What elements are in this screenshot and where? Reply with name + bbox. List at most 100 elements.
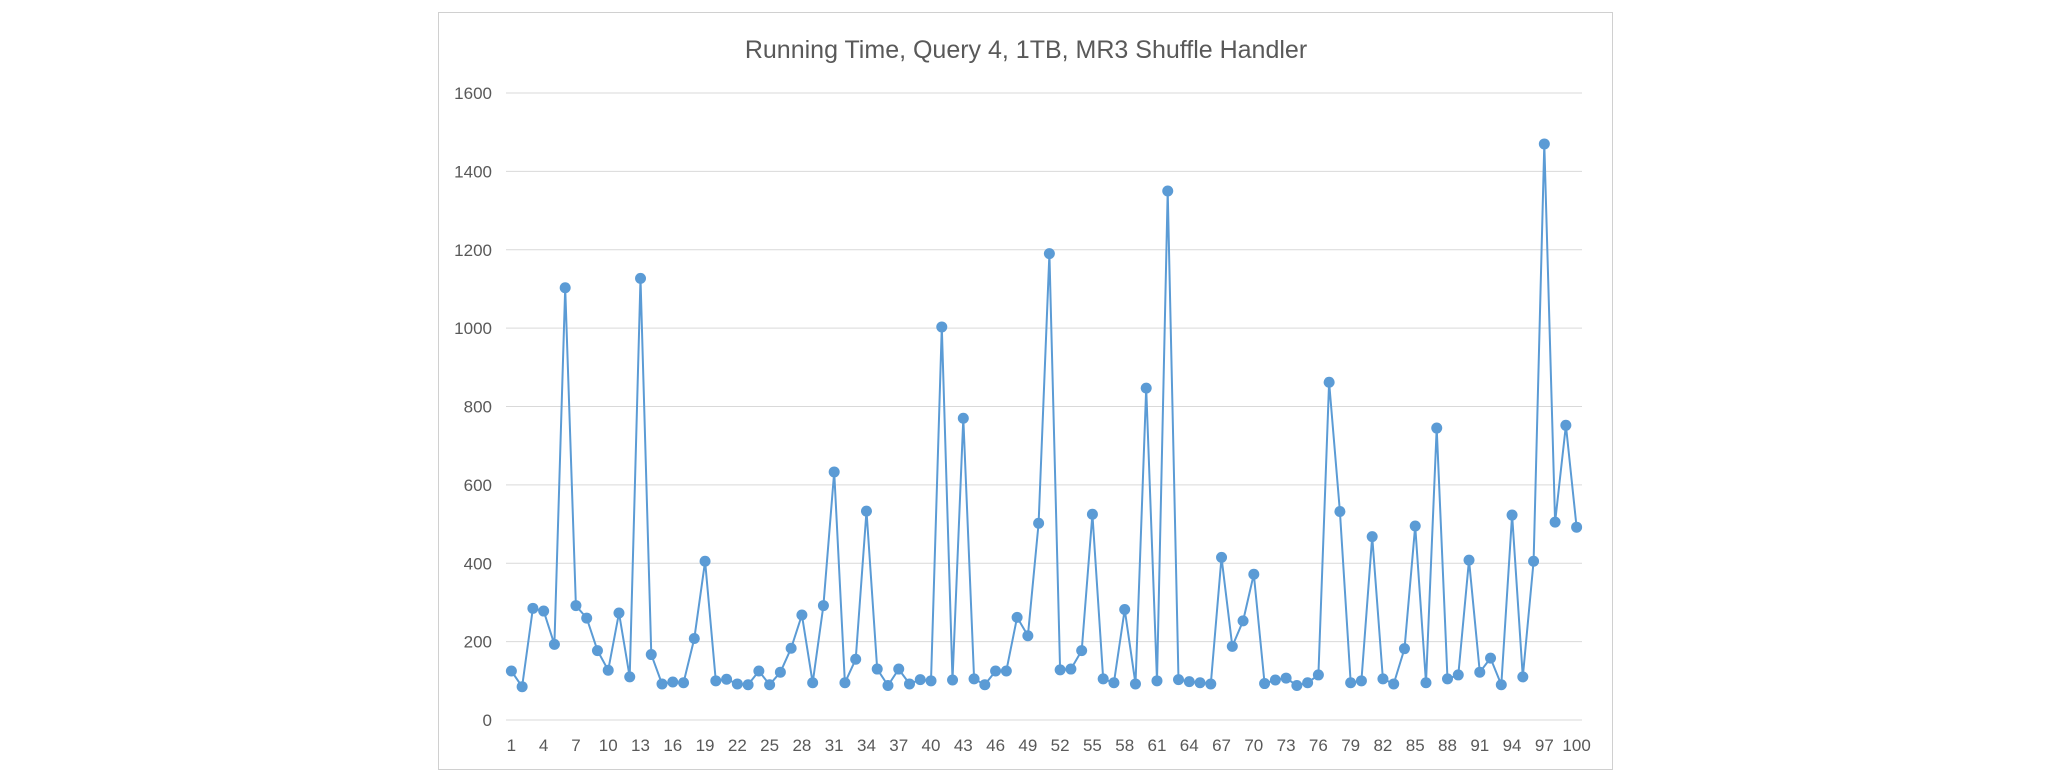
- data-point: [925, 675, 937, 687]
- data-point: [990, 665, 1002, 677]
- y-tick-label: 1400: [454, 162, 492, 181]
- data-point: [1119, 603, 1131, 615]
- x-tick-label: 13: [631, 736, 650, 755]
- data-point: [645, 649, 657, 661]
- data-point: [1549, 516, 1561, 528]
- data-point: [721, 673, 733, 685]
- x-tick-label: 31: [825, 736, 844, 755]
- data-point: [667, 676, 679, 688]
- data-point: [1022, 630, 1034, 642]
- x-tick-label: 19: [696, 736, 715, 755]
- x-tick-label: 37: [889, 736, 908, 755]
- data-point: [1571, 521, 1583, 533]
- y-tick-label: 800: [464, 398, 492, 417]
- x-tick-label: 88: [1438, 736, 1457, 755]
- data-point: [1151, 675, 1163, 687]
- data-point: [613, 607, 625, 619]
- data-point: [860, 505, 872, 517]
- x-tick-label: 40: [922, 736, 941, 755]
- data-point: [893, 663, 905, 675]
- x-tick-label: 25: [760, 736, 779, 755]
- y-tick-label: 400: [464, 554, 492, 573]
- data-point: [1259, 678, 1271, 690]
- x-tick-label: 79: [1341, 736, 1360, 755]
- data-point: [1420, 677, 1432, 689]
- data-point: [1269, 674, 1281, 686]
- data-point: [1065, 663, 1077, 675]
- data-point: [559, 282, 571, 294]
- gridlines: [506, 92, 1582, 721]
- data-point: [1043, 248, 1055, 260]
- data-point: [1216, 551, 1228, 563]
- data-point: [1442, 673, 1453, 685]
- data-point: [1377, 673, 1389, 685]
- data-point: [1355, 675, 1367, 687]
- data-point: [1086, 508, 1098, 520]
- data-point: [1183, 676, 1195, 688]
- data-point: [591, 645, 603, 657]
- data-point: [947, 674, 959, 686]
- x-tick-label: 16: [663, 736, 682, 755]
- data-point: [1129, 678, 1141, 690]
- x-tick-label: 28: [792, 736, 811, 755]
- data-point: [1226, 640, 1238, 652]
- data-point: [742, 679, 754, 691]
- y-tick-label: 0: [483, 711, 492, 730]
- data-point: [979, 679, 991, 691]
- x-tick-label: 7: [571, 736, 580, 755]
- data-point: [1474, 666, 1486, 678]
- x-tick-label: 61: [1148, 736, 1167, 755]
- data-point: [764, 679, 776, 691]
- data-point: [1312, 669, 1324, 681]
- data-point: [602, 664, 614, 676]
- chart-title: Running Time, Query 4, 1TB, MR3 Shuffle …: [745, 36, 1307, 64]
- data-point: [1495, 679, 1507, 691]
- x-tick-label: 1: [507, 736, 516, 755]
- x-tick-label: 94: [1503, 736, 1522, 755]
- data-point: [904, 678, 915, 690]
- data-point: [785, 642, 797, 654]
- data-point: [817, 600, 829, 612]
- data-point: [1409, 520, 1421, 532]
- data-point: [807, 677, 819, 689]
- series-group: [505, 138, 1583, 693]
- data-point: [753, 665, 765, 677]
- data-point: [635, 272, 646, 284]
- data-point: [624, 671, 636, 683]
- x-tick-label: 64: [1180, 736, 1199, 755]
- data-point: [839, 677, 851, 689]
- data-point: [1528, 555, 1540, 567]
- x-tick-label: 4: [539, 736, 548, 755]
- data-point: [688, 632, 700, 644]
- data-point: [1011, 611, 1023, 623]
- data-point: [1452, 669, 1464, 681]
- data-point: [1033, 517, 1045, 529]
- data-point: [1291, 680, 1303, 692]
- data-point: [1560, 419, 1572, 431]
- data-point: [548, 638, 560, 650]
- data-point: [957, 412, 969, 424]
- x-tick-label: 67: [1212, 736, 1231, 755]
- data-point: [1485, 652, 1497, 664]
- data-point: [1280, 672, 1292, 684]
- data-point: [1248, 568, 1260, 580]
- data-point: [699, 555, 711, 567]
- x-tick-label: 82: [1373, 736, 1392, 755]
- data-point: [1366, 531, 1378, 543]
- y-tick-label: 600: [464, 476, 492, 495]
- data-point: [1054, 664, 1066, 676]
- data-point: [914, 674, 926, 686]
- x-tick-label: 34: [857, 736, 876, 755]
- data-point: [1000, 665, 1012, 677]
- data-point: [1173, 674, 1184, 686]
- y-tick-label: 200: [464, 633, 492, 652]
- data-point: [581, 612, 593, 624]
- x-tick-label: 52: [1051, 736, 1070, 755]
- data-point: [1431, 422, 1443, 434]
- y-axis-tick-labels: 0 200 400 600 800 1000 1200 1400 1600: [454, 84, 492, 730]
- data-point: [731, 678, 743, 690]
- chart-frame: [438, 12, 1613, 770]
- data-point: [1162, 185, 1174, 197]
- x-tick-label: 10: [599, 736, 618, 755]
